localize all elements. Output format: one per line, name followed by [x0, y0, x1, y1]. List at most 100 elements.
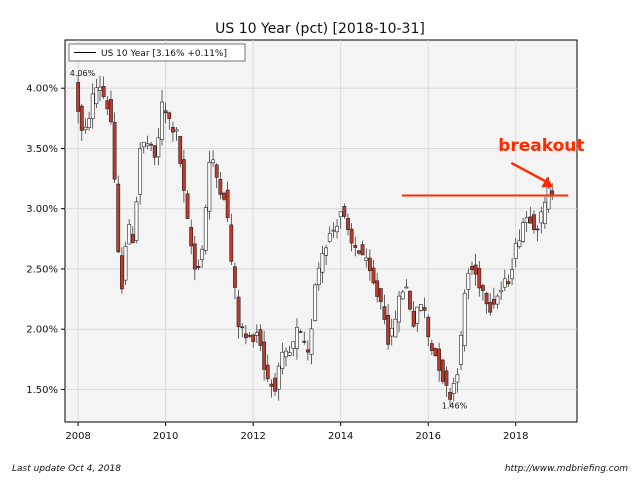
candle-body	[236, 296, 241, 328]
candle-body	[473, 264, 478, 275]
candles-group	[76, 74, 555, 408]
candle-body	[196, 266, 201, 268]
candle-body	[338, 211, 343, 218]
annotations-group: 4.06% 1.46% breakout	[70, 69, 585, 410]
x-axis-ticks: 2008 2010 2012 2014 2016 2018	[65, 422, 528, 442]
candle-body	[134, 201, 139, 241]
candle-body	[327, 232, 332, 242]
candle-body	[207, 162, 212, 212]
value-annotation: 4.06%	[70, 69, 96, 78]
candle-body	[109, 99, 113, 123]
y-tick-label: 2.50%	[26, 264, 58, 275]
candle-body	[287, 352, 292, 356]
candle-body	[156, 137, 161, 158]
candle-body	[470, 265, 474, 271]
candle-body	[258, 329, 263, 346]
candle-body	[477, 268, 482, 289]
candle-body	[324, 247, 329, 256]
candle-body	[94, 87, 99, 105]
last-update-text: Last update Oct 4, 2018	[12, 464, 121, 474]
candle-body	[101, 86, 106, 98]
candle-body	[229, 224, 234, 262]
candle-body	[123, 246, 128, 281]
candle-body	[532, 214, 536, 230]
candle-body	[364, 257, 369, 261]
candle-body	[130, 234, 135, 244]
candle-body	[455, 374, 460, 383]
candle-body	[313, 284, 318, 321]
candle-body	[79, 105, 84, 131]
y-tick-label: 2.00%	[26, 325, 58, 336]
candle-body	[152, 145, 157, 158]
x-tick-label: 2012	[240, 431, 265, 442]
candle-body	[517, 240, 522, 248]
candle-body	[488, 302, 493, 313]
candle-body	[171, 127, 175, 133]
candle-body	[119, 255, 124, 290]
candle-body	[163, 110, 168, 114]
x-tick-label: 2008	[65, 431, 90, 442]
candle-body	[459, 334, 463, 365]
candle-body	[375, 280, 380, 297]
value-annotation: 1.46%	[442, 401, 468, 410]
y-axis-ticks: 1.50% 2.00% 2.50% 3.00% 3.50% 4.00%	[26, 84, 65, 396]
candle-body	[203, 207, 208, 251]
y-tick-label: 4.00%	[26, 84, 58, 95]
candle-body	[521, 222, 525, 242]
y-tick-label: 3.00%	[26, 204, 58, 215]
candle-body	[415, 306, 420, 324]
candle-body	[192, 243, 197, 270]
candle-body	[484, 293, 489, 305]
candle-body	[233, 266, 237, 288]
candle-body	[426, 316, 431, 338]
candle-body	[145, 143, 150, 147]
candle-body	[127, 224, 132, 245]
candle-body	[513, 242, 518, 259]
candle-body	[378, 288, 383, 302]
candle-body	[360, 244, 365, 256]
x-tick-label: 2016	[415, 431, 440, 442]
plot-area	[64, 39, 578, 423]
candle-body	[76, 82, 81, 112]
candle-body	[499, 290, 504, 293]
legend: US 10 Year [3.16% +0.11%]	[68, 43, 246, 62]
candle-body	[240, 326, 245, 329]
candle-body	[83, 126, 88, 131]
source-url: http://www.mdbriefing.com	[504, 464, 628, 474]
candle-body	[440, 359, 445, 382]
candle-body	[510, 269, 514, 280]
x-tick-label: 2018	[503, 431, 528, 442]
candle-body	[495, 295, 500, 305]
candle-body	[269, 383, 274, 387]
candle-body	[382, 306, 387, 320]
candle-body	[243, 333, 248, 339]
candle-body	[393, 318, 398, 338]
candle-body	[138, 148, 143, 195]
candle-body	[211, 159, 215, 164]
candle-body	[397, 295, 401, 323]
candle-body	[225, 189, 230, 219]
candle-body	[400, 291, 405, 300]
candle-body	[189, 227, 194, 247]
chart-title: US 10 Year (pct) [2018-10-31]	[215, 21, 425, 37]
candle-body	[160, 101, 164, 140]
candle-body	[298, 331, 303, 333]
candle-body	[524, 217, 529, 223]
candle-body	[349, 228, 354, 244]
x-tick-label: 2014	[328, 431, 353, 442]
candle-body	[87, 118, 91, 128]
candle-body	[178, 136, 183, 164]
breakout-annotation: breakout	[498, 136, 584, 156]
candle-body	[371, 267, 376, 284]
candle-body	[550, 190, 555, 195]
candle-body	[90, 93, 95, 119]
candle-body	[316, 267, 321, 286]
candle-body	[320, 253, 325, 273]
candle-body	[331, 229, 336, 232]
candle-body	[112, 121, 117, 180]
candle-body	[389, 327, 394, 337]
candle-body	[200, 248, 205, 261]
candle-body	[222, 192, 226, 200]
candle-body	[251, 334, 256, 342]
candle-body	[305, 349, 310, 353]
